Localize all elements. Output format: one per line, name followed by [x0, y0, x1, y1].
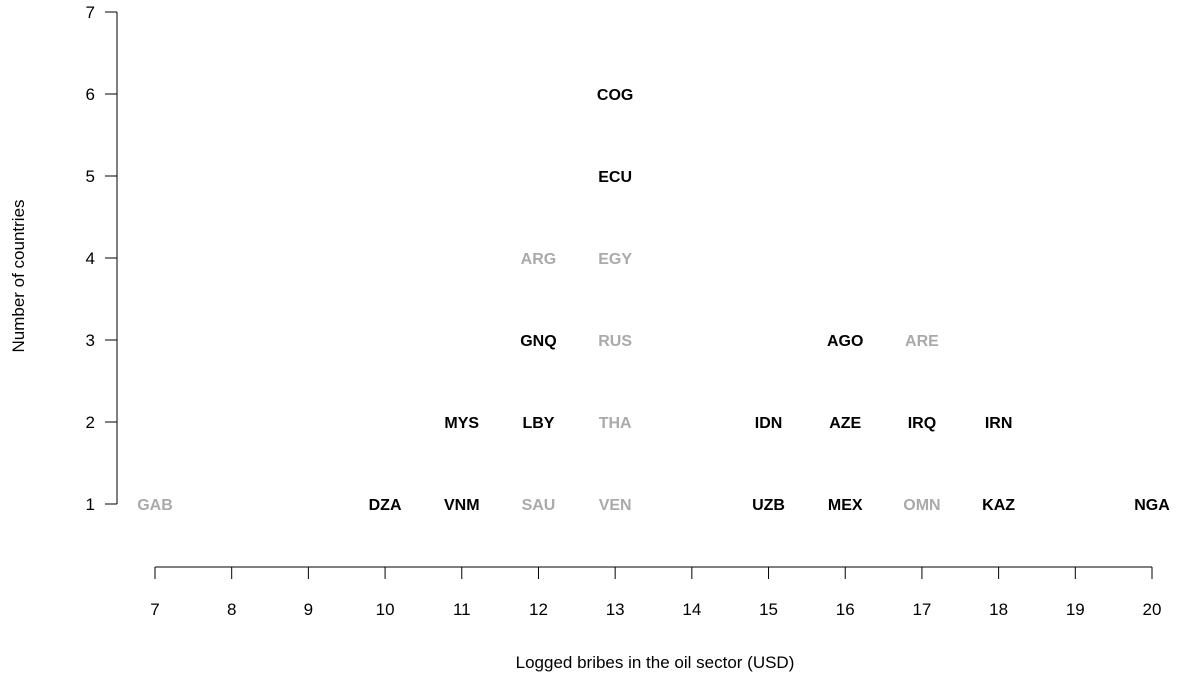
- x-axis: 7 8 9 10 11 12 13 14 15 16 17 18 19 20: [150, 566, 1162, 619]
- x-tick-label: 10: [376, 600, 395, 619]
- x-tick-label: 17: [912, 600, 931, 619]
- x-tick-label: 11: [453, 600, 471, 619]
- point-vnm: VNM: [444, 497, 480, 514]
- y-tick-label: 1: [86, 495, 95, 514]
- point-kaz: KAZ: [982, 497, 1015, 514]
- y-tick-label: 2: [86, 413, 95, 432]
- x-tick-label: 8: [227, 600, 236, 619]
- x-tick-label: 15: [759, 600, 778, 619]
- point-omn: OMN: [903, 497, 940, 514]
- point-cog: COG: [597, 87, 633, 104]
- y-axis: 1 2 3 4 5 6 7: [86, 3, 118, 514]
- x-tick-label: 16: [836, 600, 855, 619]
- y-tick-label: 7: [86, 3, 95, 22]
- point-aze: AZE: [829, 415, 861, 432]
- point-irq: IRQ: [908, 415, 936, 432]
- point-are: ARE: [905, 333, 939, 350]
- y-tick-label: 5: [86, 167, 95, 186]
- y-tick-label: 3: [86, 331, 95, 350]
- point-dza: DZA: [369, 497, 402, 514]
- point-rus: RUS: [598, 333, 632, 350]
- x-tick-label: 18: [989, 600, 1008, 619]
- point-ago: AGO: [827, 333, 863, 350]
- x-tick-label: 20: [1143, 600, 1162, 619]
- point-mex: MEX: [828, 497, 863, 514]
- point-ecu: ECU: [598, 169, 632, 186]
- point-nga: NGA: [1134, 497, 1170, 514]
- x-tick-label: 14: [682, 600, 701, 619]
- point-egy: EGY: [598, 251, 632, 268]
- point-mys: MYS: [444, 415, 479, 432]
- x-tick-label: 13: [606, 600, 625, 619]
- point-ven: VEN: [599, 497, 632, 514]
- point-tha: THA: [599, 415, 632, 432]
- point-sau: SAU: [522, 497, 556, 514]
- x-tick-label: 12: [529, 600, 548, 619]
- point-uzb: UZB: [752, 497, 785, 514]
- x-tick-label: 19: [1066, 600, 1085, 619]
- x-axis-title: Logged bribes in the oil sector (USD): [516, 653, 795, 672]
- point-lby: LBY: [522, 415, 554, 432]
- point-irn: IRN: [985, 415, 1013, 432]
- point-gab: GAB: [137, 497, 173, 514]
- x-tick-label: 7: [150, 600, 159, 619]
- data-points: GAB DZA VNM MYS SAU LBY GNQ ARG VEN THA RUS EGY ECU C…: [137, 87, 1170, 514]
- y-tick-label: 6: [86, 85, 95, 104]
- y-tick-label: 4: [86, 249, 95, 268]
- point-idn: IDN: [755, 415, 783, 432]
- point-gnq: GNQ: [520, 333, 556, 350]
- x-tick-label: 9: [304, 600, 313, 619]
- point-arg: ARG: [521, 251, 557, 268]
- y-axis-title: Number of countries: [9, 199, 28, 352]
